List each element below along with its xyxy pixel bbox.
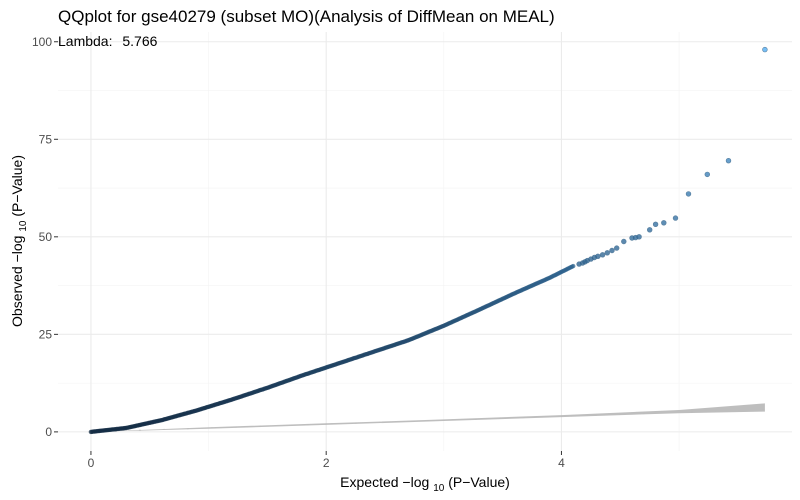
lambda-value: 5.766 (122, 33, 157, 49)
observed-point (621, 238, 627, 245)
x-tick-label: 4 (558, 456, 565, 470)
x-axis-ticks: 0 2 4 (88, 451, 565, 470)
y-axis-title-prefix: Observed −log (9, 236, 25, 327)
observed-points (88, 46, 768, 435)
observed-point (609, 247, 615, 254)
plot-panel (58, 32, 792, 451)
y-tick-label: 25 (39, 327, 53, 341)
chart-title: QQplot for gse40279 (subset MO)(Analysis… (58, 7, 555, 26)
observed-point (652, 221, 659, 228)
y-tick-label: 75 (39, 132, 53, 146)
observed-point (595, 253, 601, 259)
grid-lines (58, 32, 792, 451)
observed-point (661, 220, 667, 226)
observed-point (685, 191, 692, 197)
x-axis-title-subscript: 10 (433, 483, 445, 494)
x-tick-label: 0 (88, 456, 95, 470)
observed-point (704, 171, 710, 178)
observed-point (604, 250, 610, 256)
observed-point (571, 263, 576, 269)
observed-point (725, 158, 732, 164)
x-axis-title: Expected −log 10 (P−Value) (340, 474, 510, 494)
observed-point (613, 245, 620, 251)
x-axis-title-suffix: (P−Value) (448, 474, 510, 490)
y-axis-title: Observed −log 10 (P−Value) (9, 155, 29, 327)
lambda-annotation: Lambda: 5.766 (58, 33, 158, 49)
y-axis-title-subscript: 10 (18, 220, 29, 232)
confidence-band (90, 403, 765, 433)
x-tick-label: 2 (323, 456, 330, 470)
y-tick-label: 100 (32, 35, 52, 49)
expected-diagonal-line (90, 409, 765, 433)
observed-point (762, 46, 768, 53)
observed-point (646, 227, 653, 233)
y-axis-title-suffix: (P−Value) (9, 155, 25, 217)
observed-point (636, 234, 642, 240)
y-tick-label: 50 (39, 230, 53, 244)
y-tick-label: 0 (45, 425, 52, 439)
observed-point (672, 215, 679, 221)
observed-point (599, 252, 606, 258)
lambda-label: Lambda: (58, 33, 112, 49)
x-axis-title-prefix: Expected −log (340, 474, 429, 490)
y-axis-ticks: 0 25 50 75 100 (32, 35, 58, 439)
